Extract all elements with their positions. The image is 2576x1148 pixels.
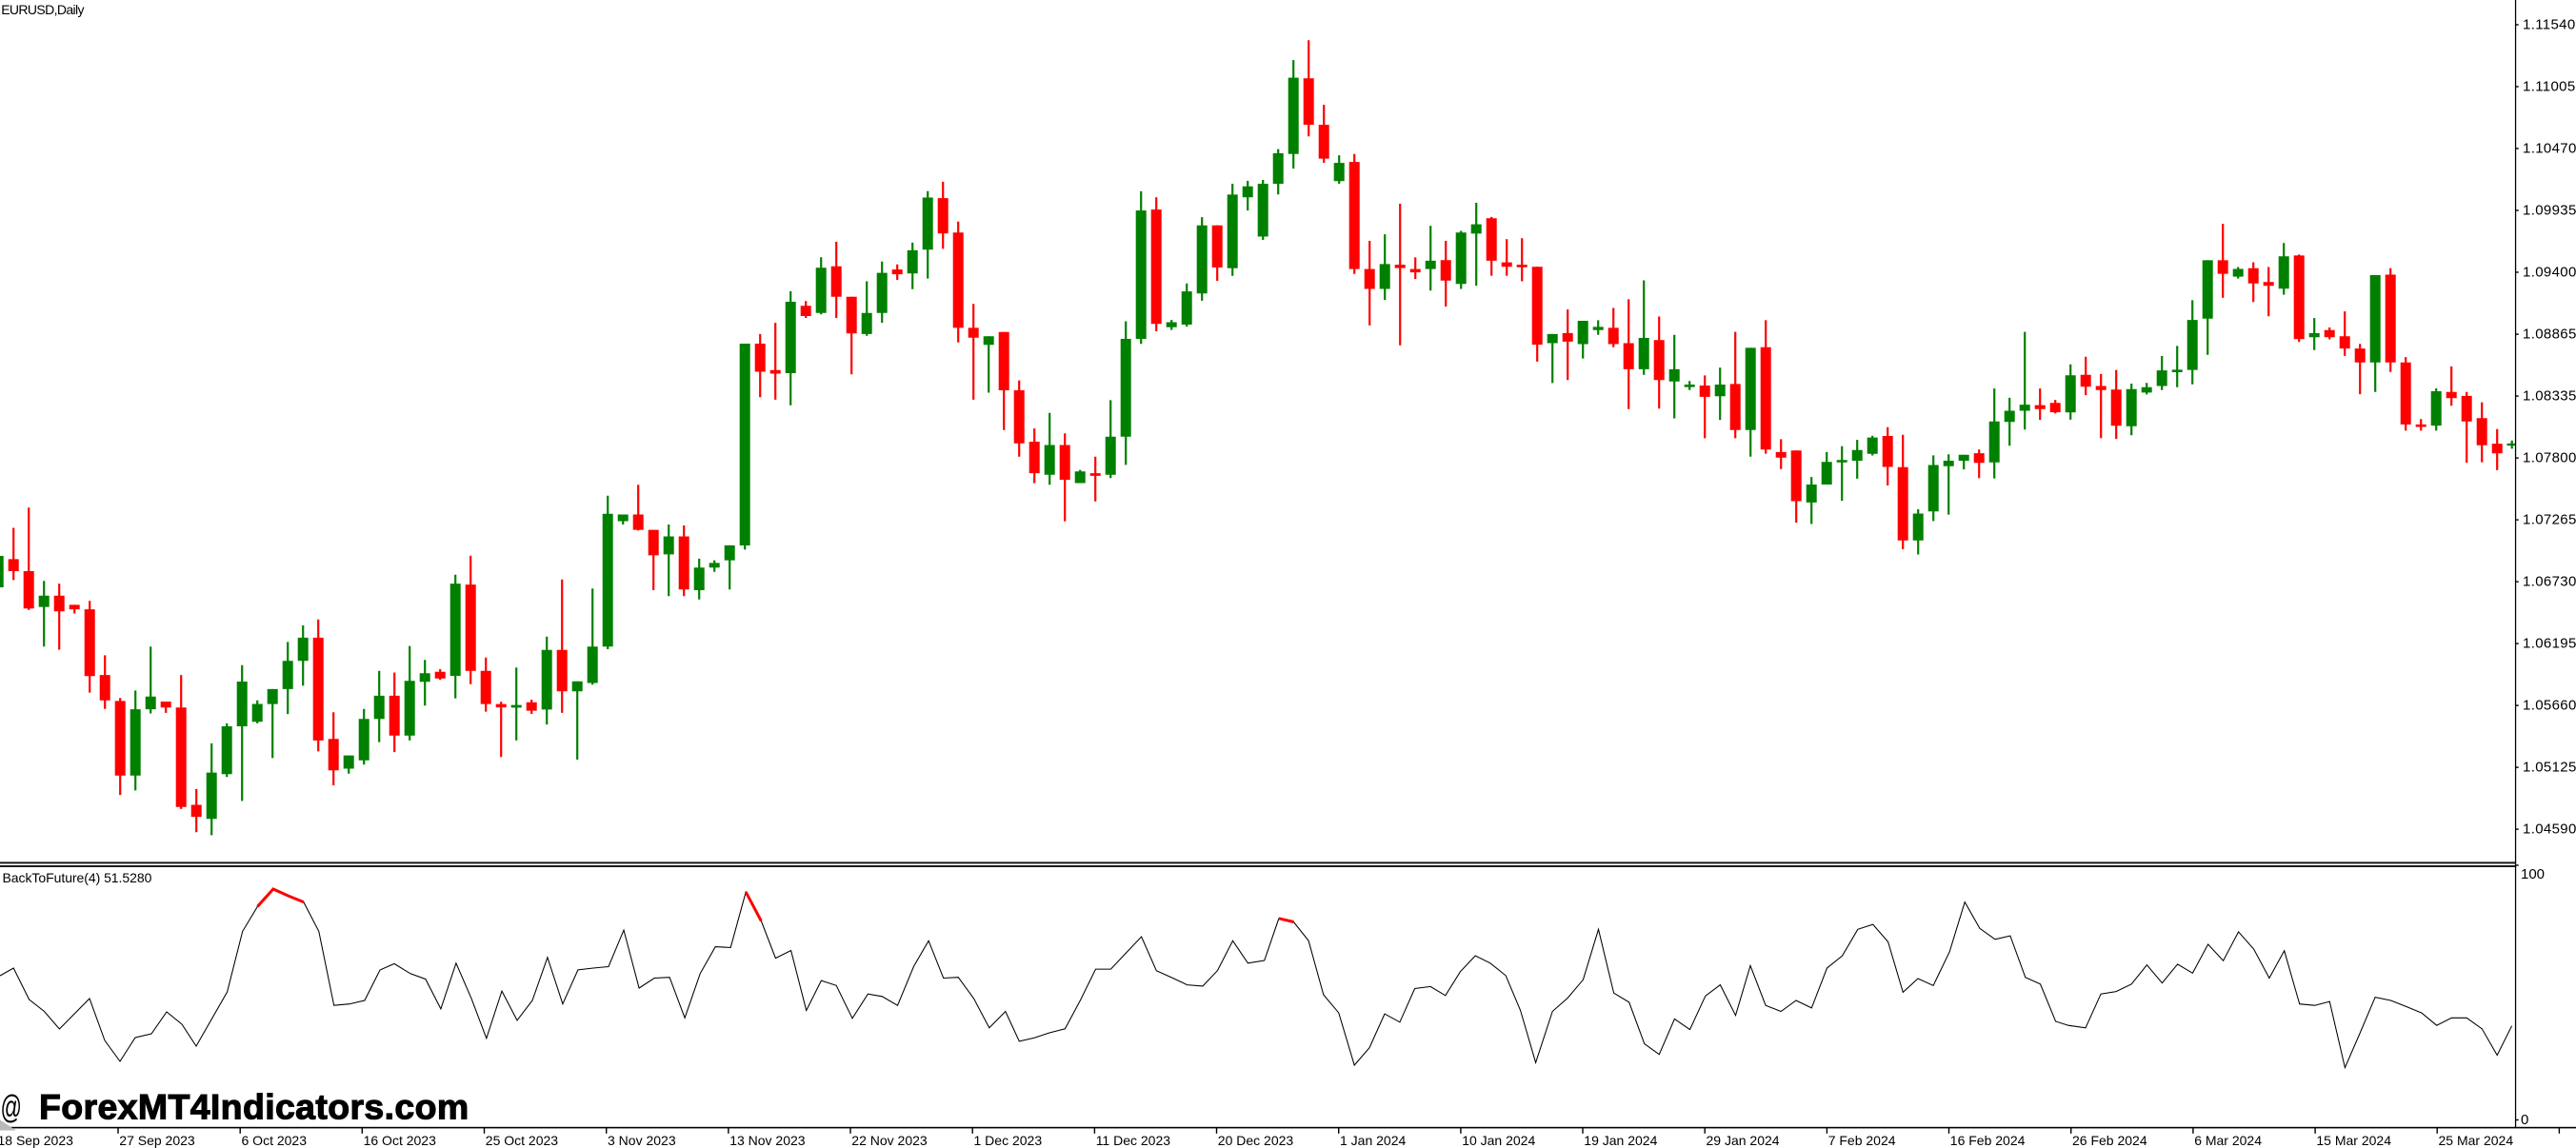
svg-text:27 Sep 2023: 27 Sep 2023 [119,1133,195,1148]
svg-text:1.05125: 1.05125 [2523,760,2576,776]
svg-text:25 Mar 2024: 25 Mar 2024 [2439,1133,2514,1148]
svg-text:19 Jan 2024: 19 Jan 2024 [1584,1133,1657,1148]
svg-text:0: 0 [2521,1112,2528,1128]
svg-text:13 Nov 2023: 13 Nov 2023 [729,1133,806,1148]
svg-text:1.08335: 1.08335 [2523,388,2576,405]
svg-text:1.06195: 1.06195 [2523,636,2576,652]
svg-text:6 Oct 2023: 6 Oct 2023 [242,1133,308,1148]
svg-text:1.09400: 1.09400 [2523,265,2576,281]
svg-text:3 Nov 2023: 3 Nov 2023 [608,1133,676,1148]
svg-text:1.05660: 1.05660 [2523,698,2576,714]
svg-text:1.10470: 1.10470 [2523,141,2576,157]
svg-text:6 Mar 2024: 6 Mar 2024 [2194,1133,2262,1148]
svg-text:1.04590: 1.04590 [2523,821,2576,838]
svg-text:1.06730: 1.06730 [2523,574,2576,590]
svg-text:29 Jan 2024: 29 Jan 2024 [1707,1133,1780,1148]
svg-text:26 Feb 2024: 26 Feb 2024 [2072,1133,2147,1148]
svg-text:ForexMT4Indicators.com: ForexMT4Indicators.com [39,1087,469,1127]
svg-text:@: @ [1,1090,22,1126]
svg-text:1.09935: 1.09935 [2523,203,2576,219]
svg-text:18 Sep 2023: 18 Sep 2023 [0,1133,73,1148]
svg-text:100: 100 [2521,866,2545,882]
svg-text:BackToFuture(4) 51.5280: BackToFuture(4) 51.5280 [3,870,152,885]
svg-text:16 Oct 2023: 16 Oct 2023 [364,1133,436,1148]
svg-text:22 Nov 2023: 22 Nov 2023 [851,1133,928,1148]
svg-text:1 Jan 2024: 1 Jan 2024 [1340,1133,1406,1148]
svg-text:25 Oct 2023: 25 Oct 2023 [486,1133,558,1148]
svg-text:16 Feb 2024: 16 Feb 2024 [1950,1133,2026,1148]
svg-text:20 Dec 2023: 20 Dec 2023 [1218,1133,1294,1148]
svg-text:EURUSD,Daily: EURUSD,Daily [1,2,84,17]
svg-text:1.07800: 1.07800 [2523,450,2576,466]
svg-text:10 Jan 2024: 10 Jan 2024 [1462,1133,1535,1148]
svg-text:1.11540: 1.11540 [2523,17,2576,33]
svg-text:7 Feb 2024: 7 Feb 2024 [1828,1133,1896,1148]
svg-text:1.08865: 1.08865 [2523,327,2576,343]
svg-text:15 Mar 2024: 15 Mar 2024 [2316,1133,2391,1148]
svg-text:1 Dec 2023: 1 Dec 2023 [974,1133,1043,1148]
svg-text:1.07265: 1.07265 [2523,512,2576,528]
svg-text:11 Dec 2023: 11 Dec 2023 [1096,1133,1171,1148]
svg-text:1.11005: 1.11005 [2523,79,2576,95]
